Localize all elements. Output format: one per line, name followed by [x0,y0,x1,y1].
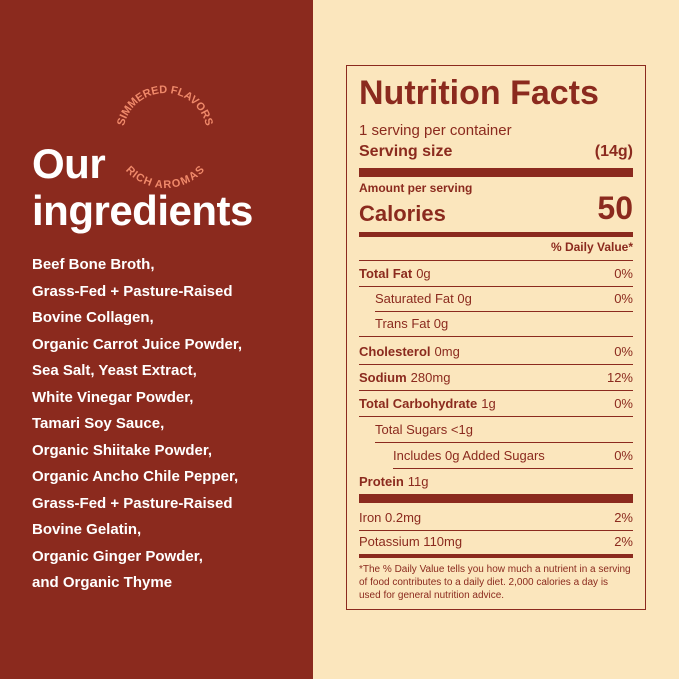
ingredient-line: Bovine Gelatin, [32,521,142,538]
rule [393,468,633,469]
ingredient-line: Tamari Soy Sauce, [32,415,165,432]
ingredient-line: Grass-Fed + Pasture-Raised [32,494,233,512]
row-dv: 0% [614,291,633,306]
calories-value: 50 [597,190,633,226]
row-dv: 0% [614,396,633,411]
rule [359,530,633,531]
rule [359,168,633,177]
rule [359,286,633,287]
ingredients-panel: SIMMERED FLAVORS RICH AROMAS Our ingredi… [0,0,313,679]
row-dv: 0% [614,266,633,281]
row-label: Trans Fat 0g [375,316,449,331]
calories-label: Calories [359,201,446,226]
nutrition-label: Nutrition Facts 1 serving per container Se… [346,65,646,610]
ingredient-line: Organic Shiitake Powder, [32,441,213,459]
row-label: Potassium 110mg [359,534,463,549]
row-label: Iron 0.2mg [359,510,422,525]
row-label: Saturated Fat 0g [375,291,472,306]
badge-top: SIMMERED FLAVORS [115,84,215,127]
ingredient-line: Organic Carrot Juice Powder, [32,335,243,353]
ingredient-line: Organic Ancho Chile Pepper, [32,468,239,485]
servings: 1 serving per container [359,122,512,139]
row-amount: 0mg [434,344,460,359]
row-label: Cholesterol 0mg [359,344,460,359]
row-amount: 280mg [410,370,451,385]
row-amount: 11g [407,474,429,489]
ingredient-line: Bovine Collagen, [32,309,154,326]
title: Nutrition Facts [359,74,599,112]
row-label: Total Carbohydrate 1g [359,396,496,411]
heading: Our [32,140,106,187]
rule [359,336,633,337]
serving-size-value: (14g) [594,143,633,160]
badge: SIMMERED FLAVORS RICH AROMAS [115,84,215,191]
row-label: Sodium 280mg [359,370,451,385]
serving-size: Serving size [359,143,453,160]
row-dv: 0% [614,448,633,463]
ingredient-line: and Organic Thyme [32,574,173,591]
ingredient-line: Beef Bone Broth, [32,256,155,273]
row-label: Total Sugars <1g [375,422,473,437]
dv-header: % Daily Value* [550,240,633,254]
row-label: Total Fat 0g [359,266,431,281]
row-label: Protein 11g [359,474,429,489]
rule [359,390,633,391]
rule [375,311,633,312]
rule [359,416,633,417]
ingredient-line: Organic Ginger Powder, [32,547,203,565]
ingredient-line: White Vinegar Powder, [32,388,194,406]
heading: ingredients [32,187,253,234]
rule [359,260,633,261]
rule [375,442,633,443]
row-dv: 2% [614,510,633,525]
row-amount: 1g [481,396,496,411]
rule [359,494,633,503]
ingredient-line: Sea Salt, Yeast Extract, [32,362,197,379]
ingredient-line: Grass-Fed + Pasture-Raised [32,282,233,300]
row-amount: 0g [416,266,431,281]
row-dv: 0% [614,344,633,359]
row-label: Includes 0g Added Sugars [393,448,545,463]
row-dv: 2% [614,534,633,549]
rule [359,364,633,365]
amount-label: Amount per serving [359,181,473,195]
rule [359,554,633,558]
row-dv: 12% [606,370,633,385]
footnote: *The % Daily Value tells you how much a … [359,564,631,601]
rule [359,232,633,237]
